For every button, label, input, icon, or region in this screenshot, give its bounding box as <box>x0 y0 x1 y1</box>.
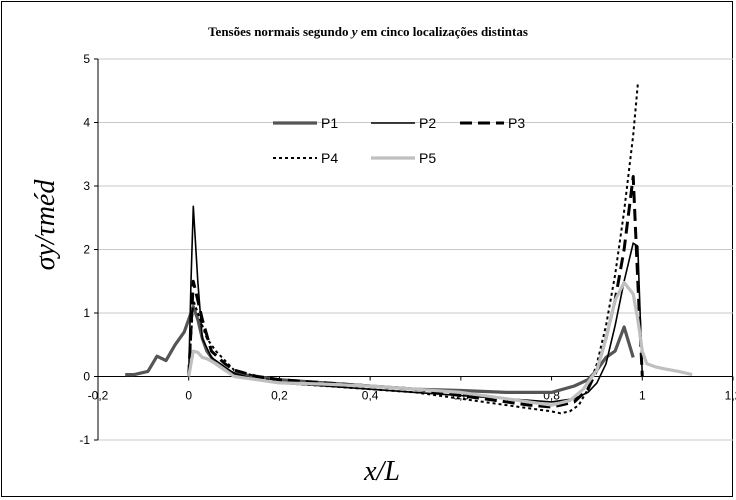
x-tick-label-6: 1 <box>639 389 646 403</box>
y-tick-label-2: 1 <box>83 306 90 320</box>
legend-label-p4: P4 <box>321 150 338 166</box>
x-axis-label: x/L <box>363 456 400 487</box>
legend-label-p2: P2 <box>419 115 436 131</box>
y-tick-label-3: 2 <box>83 243 90 257</box>
chart-title: Tensões normais segundo y em cinco local… <box>208 24 528 39</box>
legend: P1 P2 P3 P4 P5 <box>273 115 525 166</box>
legend-label-p3: P3 <box>508 115 525 131</box>
series-lines <box>125 84 693 415</box>
legend-label-p5: P5 <box>419 150 436 166</box>
legend-label-p1: P1 <box>321 115 338 131</box>
x-tick-label-2: 0,2 <box>271 389 288 403</box>
y-axis-label: σy/τméd <box>30 179 61 271</box>
y-tick-label-0: -1 <box>79 433 90 447</box>
series-line-p5 <box>187 280 693 407</box>
y-tick-label-6: 5 <box>83 52 90 66</box>
title-part-3: em cinco localizações distintas <box>358 24 528 39</box>
x-tick-label-3: 0,4 <box>362 389 379 403</box>
y-tick-label-4: 3 <box>83 179 90 193</box>
x-tick-label-7: 1,2 <box>725 389 736 403</box>
x-tick-label-1: 0 <box>185 389 192 403</box>
series-line-p2 <box>187 205 644 403</box>
y-tick-label-5: 4 <box>83 116 90 130</box>
axes <box>94 58 734 441</box>
title-part-2: y <box>350 24 358 39</box>
title-part-1: Tensões normais segundo <box>208 24 352 39</box>
x-tick-label-0: -0,2 <box>88 389 109 403</box>
series-line-p4 <box>187 84 639 415</box>
y-tick-label-1: 0 <box>83 370 90 384</box>
series-line-p3 <box>187 175 644 409</box>
